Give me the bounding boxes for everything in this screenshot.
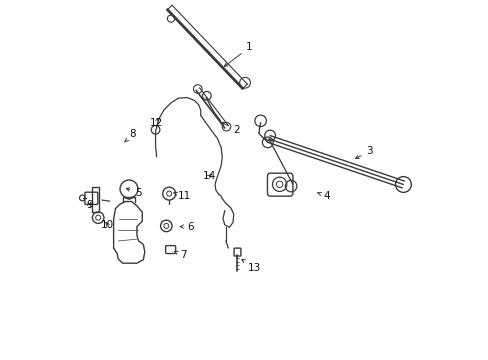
Text: 9: 9 xyxy=(86,200,92,210)
Text: 13: 13 xyxy=(242,260,261,273)
Text: 14: 14 xyxy=(202,171,215,181)
Text: 3: 3 xyxy=(355,146,372,158)
Text: 11: 11 xyxy=(173,191,191,201)
Text: 6: 6 xyxy=(180,222,193,231)
Text: 4: 4 xyxy=(317,191,329,201)
Text: 7: 7 xyxy=(174,250,186,260)
FancyBboxPatch shape xyxy=(165,246,175,253)
Text: 10: 10 xyxy=(101,220,114,230)
Text: 12: 12 xyxy=(149,118,163,128)
Text: 2: 2 xyxy=(221,122,240,135)
FancyBboxPatch shape xyxy=(85,192,98,204)
FancyBboxPatch shape xyxy=(234,248,241,256)
Text: 5: 5 xyxy=(126,188,142,198)
Text: 1: 1 xyxy=(224,42,252,67)
Text: 8: 8 xyxy=(124,129,136,142)
FancyBboxPatch shape xyxy=(267,173,292,196)
